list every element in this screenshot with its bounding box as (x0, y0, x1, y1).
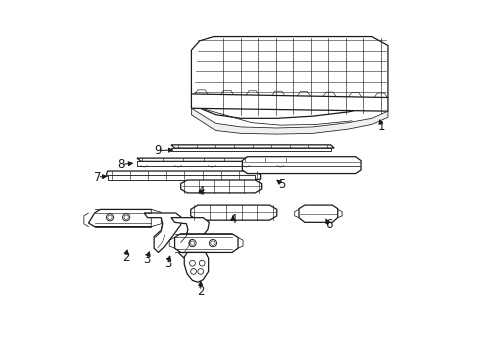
Polygon shape (191, 108, 387, 134)
Text: 4: 4 (229, 213, 236, 226)
Polygon shape (144, 213, 182, 252)
Text: 8: 8 (117, 158, 124, 171)
Text: 7: 7 (94, 171, 101, 184)
Polygon shape (137, 158, 291, 161)
Polygon shape (191, 94, 387, 111)
Polygon shape (137, 161, 287, 166)
Polygon shape (107, 175, 255, 180)
Text: 9: 9 (154, 144, 161, 157)
Text: 2: 2 (197, 285, 204, 298)
Polygon shape (298, 205, 337, 222)
Polygon shape (88, 210, 158, 226)
Text: 1: 1 (377, 121, 385, 134)
Text: 2: 2 (122, 251, 129, 264)
Polygon shape (242, 157, 360, 174)
Polygon shape (171, 218, 209, 258)
Polygon shape (171, 145, 333, 148)
Polygon shape (151, 210, 161, 226)
Polygon shape (190, 205, 276, 220)
Text: 3: 3 (143, 253, 150, 266)
Polygon shape (174, 234, 238, 252)
Polygon shape (171, 148, 330, 151)
Polygon shape (106, 171, 260, 179)
Text: 5: 5 (278, 178, 285, 191)
Polygon shape (180, 180, 261, 193)
Polygon shape (191, 37, 387, 118)
Text: 6: 6 (325, 218, 332, 231)
Polygon shape (184, 252, 208, 282)
Text: 4: 4 (197, 185, 205, 198)
Text: 3: 3 (163, 257, 171, 270)
